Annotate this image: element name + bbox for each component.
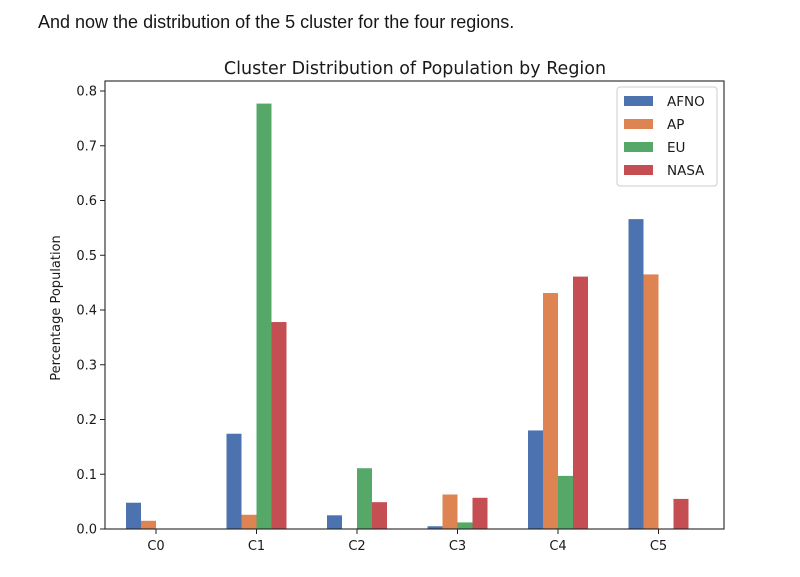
intro-text: And now the distribution of the 5 cluste… bbox=[38, 12, 515, 32]
bar-ap-c5 bbox=[643, 274, 659, 529]
y-axis-label: Percentage Population bbox=[49, 235, 64, 381]
x-tick-label: C1 bbox=[248, 539, 265, 554]
x-tick-label: C5 bbox=[650, 539, 667, 554]
y-tick-label: 0.1 bbox=[76, 468, 97, 483]
bar-nasa-c2 bbox=[372, 502, 387, 529]
legend-label-eu: EU bbox=[667, 140, 685, 156]
bar-afno-c4 bbox=[528, 430, 543, 529]
legend-swatch-eu bbox=[624, 142, 653, 152]
legend-label-nasa: NASA bbox=[667, 163, 705, 179]
bar-ap-c0 bbox=[141, 520, 156, 529]
bar-nasa-c3 bbox=[472, 497, 488, 529]
x-tick-label: C4 bbox=[549, 539, 566, 554]
bar-afno-c0 bbox=[126, 502, 141, 529]
y-tick-label: 0.7 bbox=[76, 139, 97, 154]
legend-swatch-afno bbox=[624, 96, 653, 106]
bar-ap-c1 bbox=[241, 514, 257, 529]
y-tick-label: 0.2 bbox=[76, 413, 97, 428]
chart-title: Cluster Distribution of Population by Re… bbox=[224, 59, 606, 79]
legend-box bbox=[616, 86, 718, 187]
bar-afno-c3 bbox=[427, 526, 443, 529]
bar-nasa-c5 bbox=[673, 498, 689, 529]
x-tick-label: C2 bbox=[348, 539, 365, 554]
bar-eu-c4 bbox=[558, 475, 573, 529]
bar-afno-c2 bbox=[327, 515, 342, 529]
legend-label-ap: AP bbox=[667, 117, 684, 133]
y-tick-label: 0.4 bbox=[76, 304, 97, 319]
y-tick-label: 0.3 bbox=[76, 358, 97, 373]
bar-ap-c3 bbox=[442, 494, 458, 529]
legend-swatch-nasa bbox=[624, 165, 653, 175]
bar-nasa-c4 bbox=[573, 276, 588, 529]
y-tick-label: 0.5 bbox=[76, 249, 97, 264]
legend-label-afno: AFNO bbox=[667, 94, 705, 110]
legend-swatch-ap bbox=[624, 119, 653, 129]
bar-nasa-c1 bbox=[271, 322, 287, 529]
y-tick-label: 0.0 bbox=[76, 523, 97, 538]
y-tick-label: 0.6 bbox=[76, 194, 97, 209]
bar-eu-c1 bbox=[256, 103, 272, 529]
bar-afno-c1 bbox=[226, 433, 242, 529]
y-tick-label: 0.8 bbox=[76, 85, 97, 100]
plot-frame bbox=[104, 80, 725, 530]
x-tick-label: C0 bbox=[147, 539, 164, 554]
bar-eu-c2 bbox=[357, 468, 372, 529]
bar-eu-c3 bbox=[457, 522, 473, 529]
bar-ap-c4 bbox=[543, 293, 558, 529]
x-tick-label: C3 bbox=[449, 539, 466, 554]
bar-afno-c5 bbox=[628, 219, 644, 529]
